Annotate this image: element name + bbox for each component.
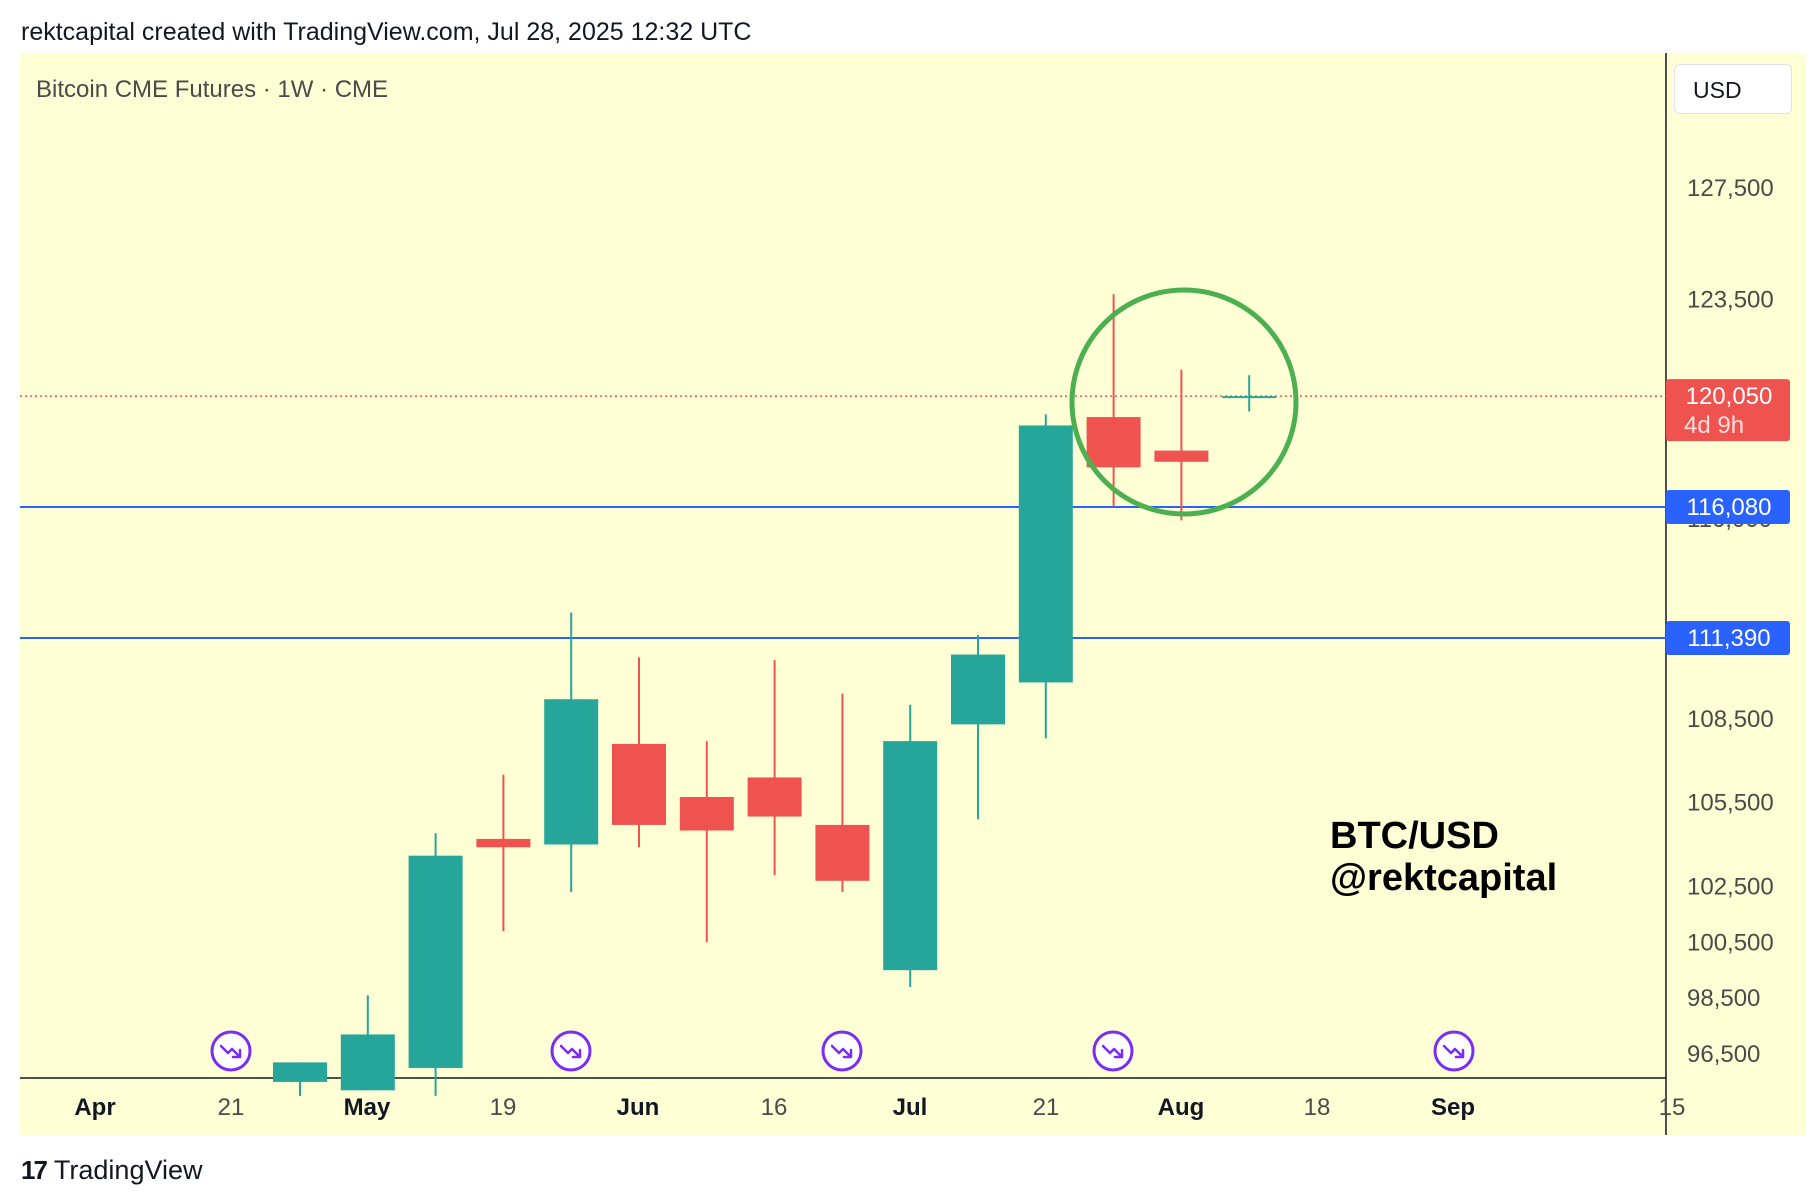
x-tick-label: Sep (1431, 1094, 1475, 1121)
chart-attribution: rektcapital created with TradingView.com… (21, 18, 752, 46)
candle-body[interactable] (544, 699, 599, 845)
watermark-line-2: @rektcapital (1330, 857, 1558, 899)
chart-frame[interactable]: 127,500 123,500 108,500 105,500 102,500 100,5… (20, 53, 1806, 1135)
y-tick-label: 127,500 (1687, 175, 1774, 202)
x-tick-label: May (344, 1094, 391, 1121)
level-price-tag[interactable] (1666, 621, 1790, 656)
candlestick-chart[interactable]: 127,500 123,500 108,500 105,500 102,500 100,5… (20, 53, 1806, 1135)
candle-body[interactable] (612, 743, 666, 825)
candle-body[interactable] (408, 855, 463, 1068)
candle-body[interactable] (747, 777, 802, 817)
y-tick-label: 100,500 (1687, 929, 1774, 956)
currency-button[interactable]: USD (1674, 64, 1792, 114)
y-tick-label: 123,500 (1687, 287, 1774, 314)
x-tick-label: 16 (761, 1094, 788, 1121)
x-tick-label: 19 (490, 1094, 517, 1121)
x-tick-label: Jul (893, 1094, 928, 1121)
watermark-line-1: BTC/USD (1330, 815, 1499, 857)
y-tick-label: 98,500 (1687, 985, 1760, 1012)
event-marker-icon[interactable] (210, 1030, 252, 1072)
candle-body[interactable] (1222, 396, 1277, 399)
y-tick-label: 108,500 (1687, 706, 1774, 733)
x-tick-label: 15 (1659, 1094, 1686, 1121)
candle-body[interactable] (1086, 417, 1141, 468)
candle-body[interactable] (951, 654, 1005, 725)
level-price-label: 111,390 (1687, 625, 1770, 652)
candle-body[interactable] (1154, 450, 1209, 462)
event-marker-icon[interactable] (821, 1030, 863, 1072)
event-marker-icon[interactable] (1092, 1030, 1134, 1072)
tradingview-brand[interactable]: TradingView (53, 1155, 203, 1185)
candle-body[interactable] (679, 796, 734, 831)
candle-body[interactable] (1018, 425, 1073, 683)
level-price-tag[interactable] (1666, 490, 1790, 525)
x-tick-label: Apr (74, 1094, 115, 1121)
tradingview-logo-icon: 17 (21, 1155, 48, 1185)
last-price-label: 120,050 (1686, 383, 1773, 410)
x-tick-label: 21 (1033, 1094, 1060, 1121)
candle-body[interactable] (340, 1034, 395, 1091)
x-tick-label: 18 (1304, 1094, 1331, 1121)
plot-area[interactable] (20, 53, 1666, 1078)
x-tick-label: Jun (617, 1094, 660, 1121)
x-tick-label: 21 (218, 1094, 245, 1121)
y-tick-label: 96,500 (1687, 1041, 1760, 1068)
candle-body[interactable] (476, 838, 531, 848)
event-marker-icon[interactable] (550, 1030, 592, 1072)
bar-countdown-label: 4d 9h (1684, 412, 1744, 439)
y-tick-label: 102,500 (1687, 873, 1774, 900)
last-price-tag[interactable] (1666, 379, 1790, 442)
watermark-text: BTC/USD @rektcapital (1330, 815, 1557, 899)
event-marker-icon[interactable] (1433, 1030, 1475, 1072)
tradingview-footer[interactable]: 17 TradingView (21, 1155, 203, 1186)
candle-body[interactable] (883, 741, 938, 971)
candle-body[interactable] (815, 824, 870, 881)
symbol-title[interactable]: Bitcoin CME Futures · 1W · CME (36, 76, 389, 103)
level-price-label: 116,080 (1687, 494, 1772, 521)
y-tick-label: 105,500 (1687, 790, 1774, 817)
candle-body[interactable] (273, 1062, 327, 1082)
highlight-circle (1069, 287, 1299, 517)
x-tick-label: Aug (1158, 1094, 1205, 1121)
